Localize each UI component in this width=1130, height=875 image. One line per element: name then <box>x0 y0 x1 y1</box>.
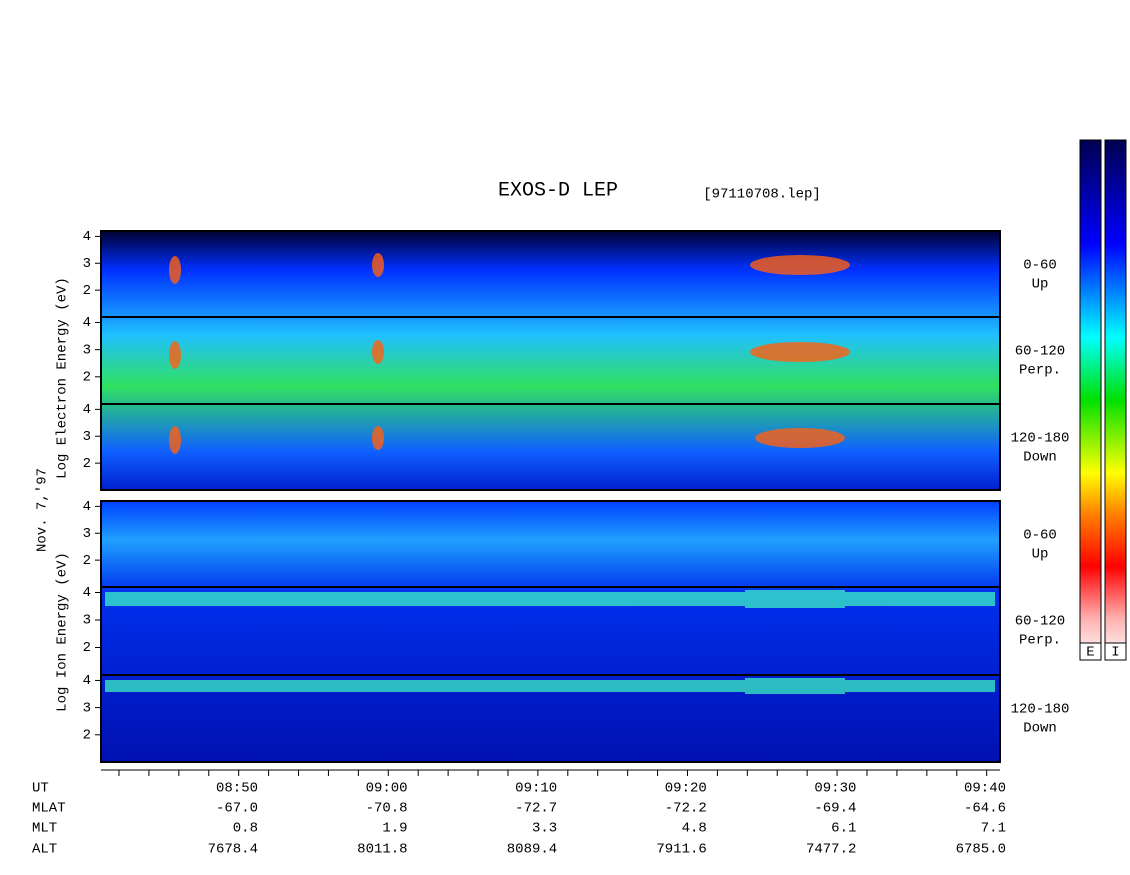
colorbar-label: I <box>1111 645 1119 661</box>
subpanel-label: 60-120 <box>1015 344 1065 360</box>
file-name: [97110708.lep] <box>703 187 821 203</box>
row-name: MLAT <box>32 801 66 817</box>
colorbar-label: E <box>1086 645 1094 661</box>
y-tick-label: 4 <box>83 229 91 245</box>
y-tick-label: 3 <box>83 342 91 358</box>
row-value: -72.2 <box>665 801 707 817</box>
date: Nov. 7,'97 <box>35 468 51 552</box>
row-value: 6.1 <box>831 821 856 837</box>
row-value: 1.9 <box>382 821 407 837</box>
row-value: 7.1 <box>981 821 1006 837</box>
row-value: 8089.4 <box>507 842 557 858</box>
row-value: 09:00 <box>366 781 408 797</box>
y-tick-label: 3 <box>83 429 91 445</box>
y-tick-label: 3 <box>83 526 91 542</box>
row-value: 6785.0 <box>956 842 1006 858</box>
y-tick-label: 2 <box>83 283 91 299</box>
hot-spots <box>169 253 850 454</box>
colorbar <box>1104 139 1127 661</box>
ion-bands <box>105 590 995 694</box>
subpanel-direction: Down <box>1023 721 1057 737</box>
electron-spectrogram <box>101 231 1000 490</box>
colorbar-label-box <box>1079 642 1102 661</box>
y-tick-label: 2 <box>83 370 91 386</box>
row-value: -72.7 <box>515 801 557 817</box>
y-tick-label: 2 <box>83 640 91 656</box>
title: EXOS-D LEP <box>498 179 618 202</box>
row-value: 08:50 <box>216 781 258 797</box>
row-value: 7911.6 <box>656 842 706 858</box>
row-value: 7678.4 <box>208 842 258 858</box>
y-tick-label: 3 <box>83 256 91 272</box>
ion-spectrogram <box>101 501 1000 762</box>
row-value: -70.8 <box>366 801 408 817</box>
subpanel-direction: Up <box>1032 547 1049 563</box>
row-name: ALT <box>32 842 57 858</box>
y-tick-label: 4 <box>83 315 91 331</box>
y-axis-label: Log Electron Energy (eV) <box>55 277 71 479</box>
row-value: 0.8 <box>233 821 258 837</box>
colorbar <box>1079 139 1102 661</box>
frames <box>100 230 1001 763</box>
row-value: 7477.2 <box>806 842 856 858</box>
y-tick-label: 2 <box>83 553 91 569</box>
row-value: 3.3 <box>532 821 557 837</box>
y-tick-label: 2 <box>83 456 91 472</box>
row-name: MLT <box>32 821 57 837</box>
subpanel-label: 0-60 <box>1023 528 1057 544</box>
row-value: 4.8 <box>682 821 707 837</box>
row-value: 09:40 <box>964 781 1006 797</box>
row-name: UT <box>32 781 49 797</box>
row-value: 09:30 <box>814 781 856 797</box>
y-axis-label: Log Ion Energy (eV) <box>55 552 71 712</box>
y-tick-label: 3 <box>83 700 91 716</box>
row-value: -69.4 <box>814 801 856 817</box>
subpanel-direction: Perp. <box>1019 363 1061 379</box>
row-value: -67.0 <box>216 801 258 817</box>
row-value: 8011.8 <box>357 842 407 858</box>
row-value: 09:20 <box>665 781 707 797</box>
y-tick-label: 3 <box>83 613 91 629</box>
subpanel-label: 120-180 <box>1011 702 1070 718</box>
subpanel-direction: Down <box>1023 450 1057 466</box>
y-tick-label: 4 <box>83 673 91 689</box>
spectrogram-area <box>100 230 1001 763</box>
subpanel-label: 120-180 <box>1011 431 1070 447</box>
subpanel-label: 60-120 <box>1015 614 1065 630</box>
subpanel-label: 0-60 <box>1023 258 1057 274</box>
row-value: 09:10 <box>515 781 557 797</box>
y-tick-label: 2 <box>83 728 91 744</box>
y-tick-label: 4 <box>83 402 91 418</box>
subpanel-direction: Up <box>1032 277 1049 293</box>
subpanel-direction: Perp. <box>1019 633 1061 649</box>
colorbar-label-box <box>1104 642 1127 661</box>
y-tick-label: 4 <box>83 499 91 515</box>
y-tick-label: 4 <box>83 585 91 601</box>
row-value: -64.6 <box>964 801 1006 817</box>
